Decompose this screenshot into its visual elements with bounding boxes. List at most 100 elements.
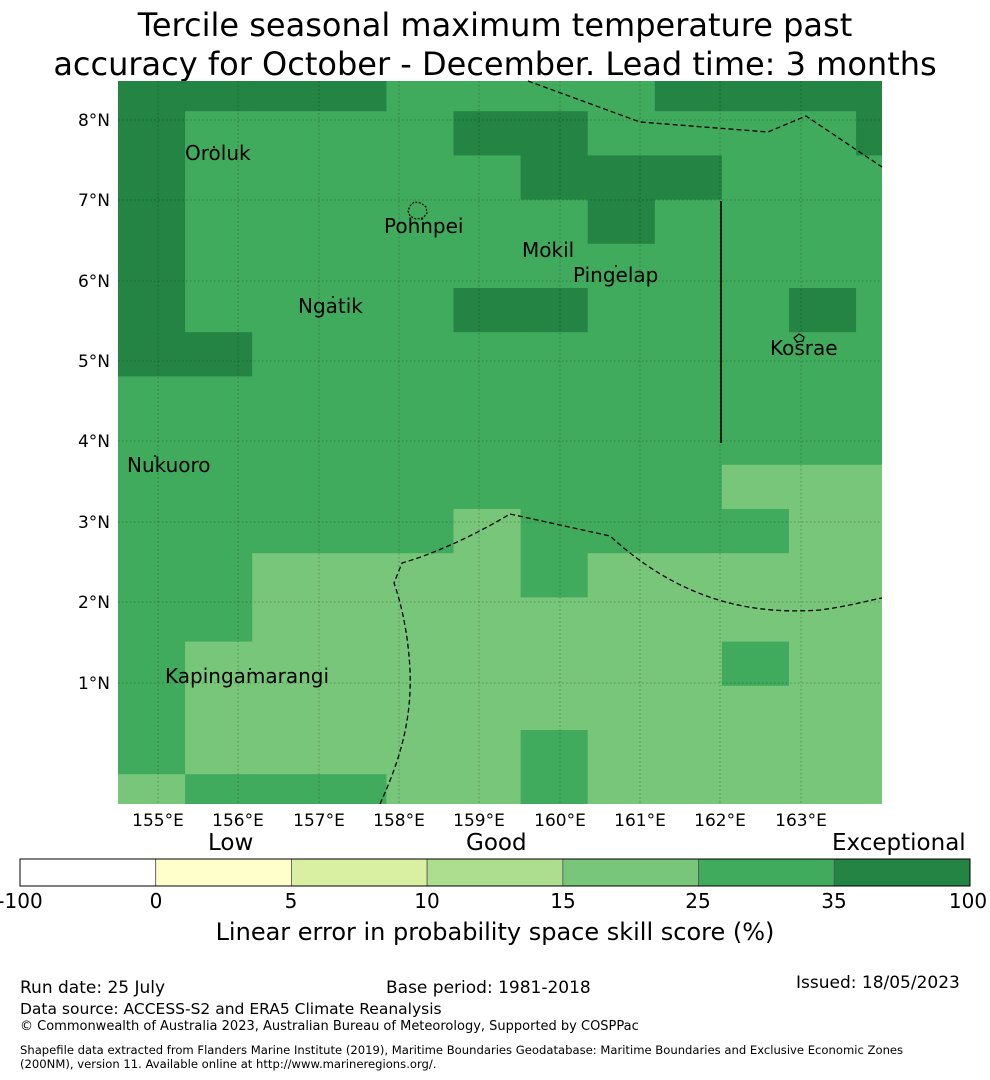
grid-cell [319,81,387,112]
grid-cell [453,685,522,731]
grid-cell [185,509,253,554]
place-marker [154,455,156,457]
grid-cell [386,111,455,156]
colorbar-tick: 35 [821,889,847,913]
grid-cell [252,155,320,201]
grid-cell [386,641,455,687]
grid-cell [789,553,857,598]
grid-cell [923,686,990,731]
place-label: Ngatik [298,294,363,318]
grid-cell [453,332,522,377]
grid-cell [185,111,253,156]
grid-cell [856,509,882,554]
longitude-label: 161°E [614,811,666,831]
skill-grid [118,67,990,804]
grid-cell [386,685,455,731]
grid-cell [587,464,656,510]
grid-cell [252,332,320,377]
map-title-line-2: accuracy for October - December. Lead ti… [53,45,937,83]
grid-cell [252,376,320,422]
latitude-label: 3°N [78,513,110,533]
grid-cell [587,199,656,245]
grid-cell [453,155,522,201]
place-label: Mokil [522,238,574,262]
colorbar-outline [19,858,971,887]
grid-cell [789,199,857,245]
grid-cell [654,464,723,510]
grid-cell [118,685,186,731]
grid-cell [118,641,186,687]
grid-cell [453,420,522,466]
grid-cell [386,774,455,804]
map-title-line-1: Tercile seasonal maximum temperature pas… [137,6,853,44]
colorbar-tick: 10 [414,889,440,913]
grid-cell [923,288,990,333]
grid-cell [654,288,723,333]
grid-cell [118,199,186,245]
colorbar-label: Linear error in probability space skill … [215,918,775,946]
grid-cell [587,685,656,731]
colorbar-category-low: Low [208,830,254,856]
grid-cell [185,553,253,598]
grid-cell [923,200,990,245]
grid-cell [185,199,253,245]
shapefile-credit-line-1: Shapefile data extracted from Flanders M… [20,1043,904,1057]
grid-cell [453,243,522,289]
grid-cell [118,81,186,112]
latitude-label: 4°N [78,432,110,452]
grid-cell [654,685,723,731]
grid-cell [386,243,455,289]
grid-cell [520,288,589,333]
grid-cell [856,243,882,289]
graticule [118,81,882,804]
grid-cell [587,641,656,687]
grid-cell [118,111,186,156]
place-marker [332,296,334,298]
eez-boundary-south-west [379,513,883,805]
grid-cell [185,774,253,804]
grid-cell [520,111,589,156]
grid-cell [856,730,882,775]
place-marker [796,341,798,343]
grid-cell [789,81,857,112]
grid-cell [923,597,990,642]
colorbar-swatch [833,858,971,887]
grid-cell [587,288,656,333]
grid-cell [252,774,320,804]
grid-cell [587,376,656,422]
grid-cell [923,465,990,510]
grid-cell [721,376,790,422]
place-marker [421,218,423,220]
grid-cell [386,376,455,422]
grid-cell [453,509,522,554]
grid-cell [721,464,790,510]
place-label: Pingelap [573,263,658,287]
grid-cell [252,420,320,466]
grid-cell [856,199,882,245]
grid-cell [185,376,253,422]
grid-cell [185,641,253,687]
grid-cell [386,288,455,333]
colorbar-tick: 100 [948,889,988,913]
grid-cell [319,730,387,775]
place-label: Kapingamarangi [165,664,329,688]
grid-cell [654,243,723,289]
grid-cell [252,685,320,731]
grid-cell [185,730,253,775]
grid-cell [319,111,387,156]
grid-cell [319,509,387,554]
grid-cell [721,509,790,554]
grid-cell [520,641,589,687]
place-marker [615,265,617,267]
pohnpei-island-icon [407,201,428,220]
grid-cell [520,332,589,377]
grid-cell [520,243,589,289]
colorbar-tick: 0 [149,889,163,913]
grid-cell [185,685,253,731]
grid-cell [923,67,990,112]
grid-cell [789,774,857,804]
grid-cell [587,332,656,377]
grid-cell [923,642,990,687]
grid-cell [721,641,790,687]
grid-cell [386,597,455,643]
